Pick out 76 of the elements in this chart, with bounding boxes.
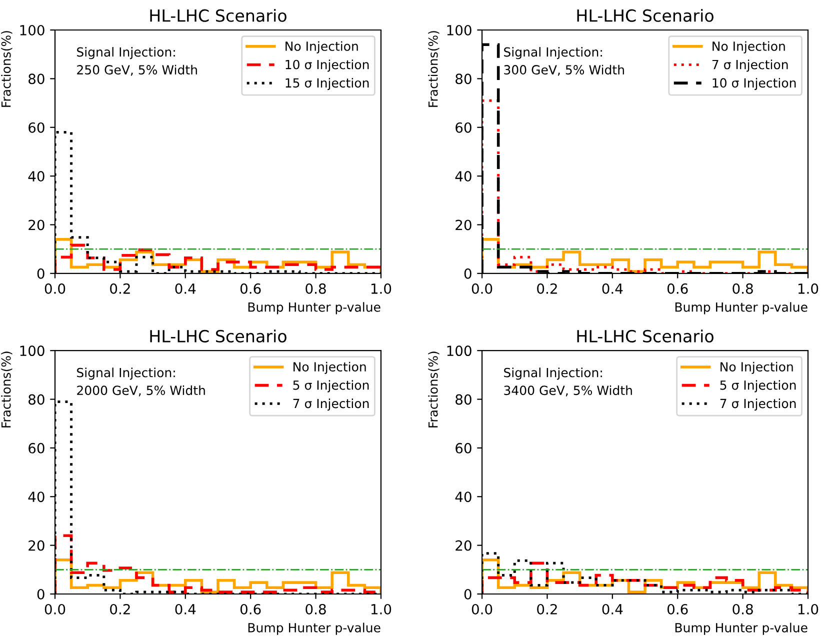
y-tick-label: 20 (28, 540, 44, 551)
y-tick-label: 60 (28, 442, 44, 454)
y-tick-label: 0 (464, 588, 472, 600)
y-tick-label: 40 (28, 171, 44, 182)
legend-label: 5 σ Injection (293, 380, 369, 392)
x-tick-label: 1.0 (371, 283, 392, 294)
x-axis-title: Bump Hunter p-value (248, 622, 380, 635)
y-tick-label: 100 (20, 346, 44, 356)
y-axis-title: Fractions(%) (1, 352, 12, 428)
x-tick-label: 0.2 (537, 604, 557, 614)
y-tick-label: 80 (456, 394, 472, 405)
x-tick-label: 0.6 (240, 283, 261, 294)
y-tick-label: 40 (28, 492, 44, 502)
x-axis-title: Bump Hunter p-value (675, 622, 808, 635)
y-axis-title: Fractions(%) (1, 31, 12, 107)
y-tick-label: 60 (456, 122, 472, 133)
x-axis-title: Bump Hunter p-value (675, 302, 808, 314)
y-tick-label: 40 (455, 492, 472, 502)
x-tick-label: 0.0 (472, 604, 492, 614)
legend-label: No Injection (294, 362, 366, 374)
x-tick-label: 0.6 (667, 604, 688, 614)
x-tick-label: 1.0 (371, 604, 392, 614)
x-tick-label: 1.0 (798, 604, 818, 614)
x-tick-label: 0.8 (732, 604, 753, 614)
x-tick-label: 0.8 (306, 604, 326, 614)
x-tick-label: 0.2 (110, 283, 130, 294)
y-tick-label: 80 (456, 74, 472, 84)
x-tick-label: 0.8 (306, 283, 326, 294)
x-tick-label: 0.4 (602, 604, 623, 614)
y-axis-title: Fractions(%) (428, 352, 440, 428)
legend-label: No Injection (720, 362, 793, 374)
x-tick-label: 0.0 (44, 283, 66, 294)
legend-label: 7 σ Injection (712, 60, 788, 72)
annotation: Signal Injection: 250 GeV, 5% Width (77, 47, 197, 76)
y-tick-label: 100 (447, 346, 472, 356)
x-tick-label: 0.4 (175, 283, 196, 294)
x-tick-label: 0.2 (537, 283, 557, 294)
x-tick-label: 0.6 (240, 604, 261, 614)
y-tick-label: 80 (28, 74, 44, 84)
x-tick-label: 0.0 (472, 283, 492, 294)
x-tick-label: 0.2 (110, 604, 130, 614)
y-tick-label: 20 (28, 220, 44, 230)
y-tick-label: 80 (28, 394, 44, 405)
annotation: Signal Injection: 3400 GeV, 5% Width (504, 368, 632, 396)
legend-label: 10 σ Injection (286, 60, 369, 72)
legend-label: No Injection (286, 41, 358, 54)
x-tick-label: 0.0 (44, 604, 66, 614)
legend-label: 5 σ Injection (720, 380, 796, 392)
y-tick-label: 0 (464, 268, 472, 279)
chart-title: HL-LHC Scenario (150, 9, 286, 22)
annotation: Signal Injection: 2000 GeV, 5% Width (77, 368, 205, 396)
x-axis-title: Bump Hunter p-value (248, 302, 380, 314)
y-tick-label: 40 (455, 171, 472, 182)
chart-title: HL-LHC Scenario (577, 330, 714, 342)
y-axis-title: Fractions(%) (428, 31, 440, 107)
legend-label: 10 σ Injection (712, 78, 796, 90)
legend-label: 7 σ Injection (293, 398, 369, 411)
chart-title: HL-LHC Scenario (150, 330, 286, 342)
legend-label: 15 σ Injection (286, 78, 369, 90)
y-tick-label: 100 (20, 24, 44, 36)
legend-label: 7 σ Injection (720, 398, 796, 411)
x-tick-label: 0.4 (175, 604, 196, 614)
x-tick-label: 0.6 (667, 283, 688, 294)
y-tick-label: 20 (456, 220, 472, 230)
x-tick-label: 0.4 (602, 283, 623, 294)
y-tick-label: 100 (447, 24, 472, 36)
y-tick-label: 60 (28, 122, 44, 133)
y-tick-label: 60 (456, 442, 472, 454)
x-tick-label: 0.8 (732, 283, 753, 294)
x-tick-label: 1.0 (798, 283, 818, 294)
y-tick-label: 0 (37, 588, 44, 600)
chart-title: HL-LHC Scenario (577, 9, 714, 22)
legend-label: No Injection (712, 41, 785, 54)
y-tick-label: 20 (456, 540, 472, 551)
annotation: Signal Injection: 300 GeV, 5% Width (504, 47, 624, 76)
y-tick-label: 0 (37, 268, 44, 279)
